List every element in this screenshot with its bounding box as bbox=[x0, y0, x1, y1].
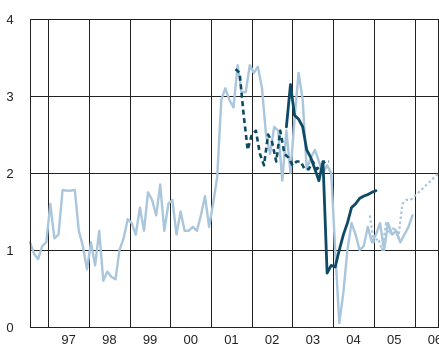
x-tick-label: 02 bbox=[265, 332, 279, 346]
x-tick-label: 03 bbox=[306, 332, 320, 346]
y-tick-label: 4 bbox=[6, 12, 13, 27]
x-tick-label: 06 bbox=[428, 332, 439, 346]
y-tick-label: 2 bbox=[6, 166, 13, 181]
x-tick-label: 00 bbox=[184, 332, 198, 346]
series-line-1 bbox=[28, 63, 414, 325]
x-tick-label: 99 bbox=[143, 332, 157, 346]
series-line-4 bbox=[284, 83, 378, 275]
series-layer bbox=[28, 63, 439, 325]
x-tick-label: 05 bbox=[387, 332, 401, 346]
series-line-2 bbox=[368, 172, 439, 252]
grid bbox=[30, 19, 439, 328]
x-tick-label: 97 bbox=[61, 332, 75, 346]
y-tick-label: 3 bbox=[6, 89, 13, 104]
series-line-3 bbox=[234, 68, 330, 171]
x-tick-label: 01 bbox=[224, 332, 238, 346]
x-tick-label: 04 bbox=[346, 332, 360, 346]
y-tick-label: 1 bbox=[6, 243, 13, 258]
y-tick-label: 0 bbox=[6, 320, 13, 335]
x-tick-label: 98 bbox=[102, 332, 116, 346]
